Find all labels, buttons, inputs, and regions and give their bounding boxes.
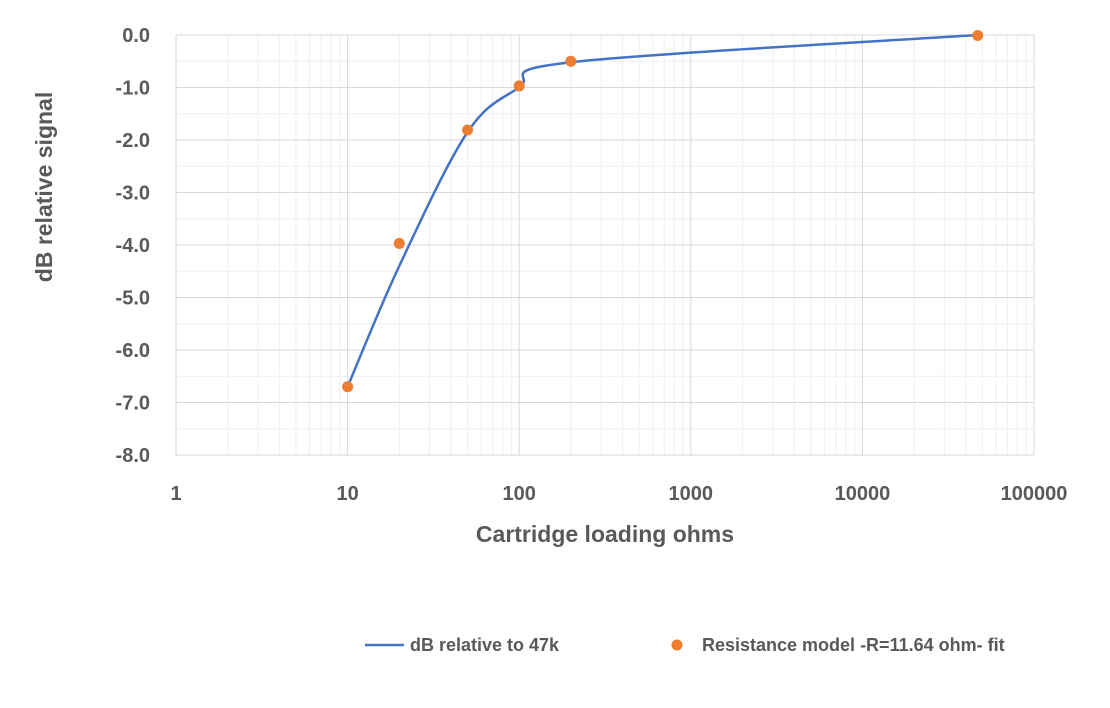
data-point-resistance-model [342, 381, 354, 393]
legend-label-scatter: Resistance model -R=11.64 ohm- fit [702, 635, 1005, 655]
x-tick-label: 100000 [1001, 483, 1068, 505]
x-axis-ticks: 1 10 100 1000 10000 100000 [170, 483, 1067, 505]
x-tick-label: 1 [170, 483, 181, 505]
data-point-resistance-model [462, 124, 474, 136]
y-tick-label: -7.0 [116, 393, 150, 415]
x-tick-label: 100 [503, 483, 536, 505]
y-tick-label: -1.0 [116, 78, 150, 100]
data-point-resistance-model [393, 237, 405, 249]
x-axis-title: Cartridge loading ohms [476, 521, 734, 547]
legend: dB relative to 47k Resistance model -R=1… [365, 635, 1005, 655]
y-tick-label: -8.0 [116, 445, 150, 467]
data-point-resistance-model [972, 30, 984, 42]
major-gridlines [175, 34, 1035, 456]
y-tick-label: -2.0 [116, 130, 150, 152]
legend-item-line: dB relative to 47k [365, 635, 560, 655]
plot-area [175, 34, 1035, 456]
y-tick-label: -5.0 [116, 288, 150, 310]
y-axis-ticks: 0.0 -1.0 -2.0 -3.0 -4.0 -5.0 -6.0 -7.0 -8.0 [116, 25, 150, 467]
x-tick-label: 10 [336, 483, 358, 505]
x-tick-label: 1000 [669, 483, 714, 505]
x-tick-label: 10000 [835, 483, 891, 505]
y-tick-label: -6.0 [116, 340, 150, 362]
series-layer [342, 30, 984, 393]
y-axis-title: dB relative signal [31, 92, 57, 282]
y-tick-label: -3.0 [116, 183, 150, 205]
y-tick-label: 0.0 [122, 25, 150, 47]
data-point-resistance-model [565, 55, 577, 67]
data-point-resistance-model [513, 80, 525, 92]
legend-marker-swatch [671, 639, 683, 651]
legend-label-line: dB relative to 47k [410, 635, 560, 655]
y-tick-label: -4.0 [116, 235, 150, 257]
legend-item-scatter: Resistance model -R=11.64 ohm- fit [671, 635, 1005, 655]
